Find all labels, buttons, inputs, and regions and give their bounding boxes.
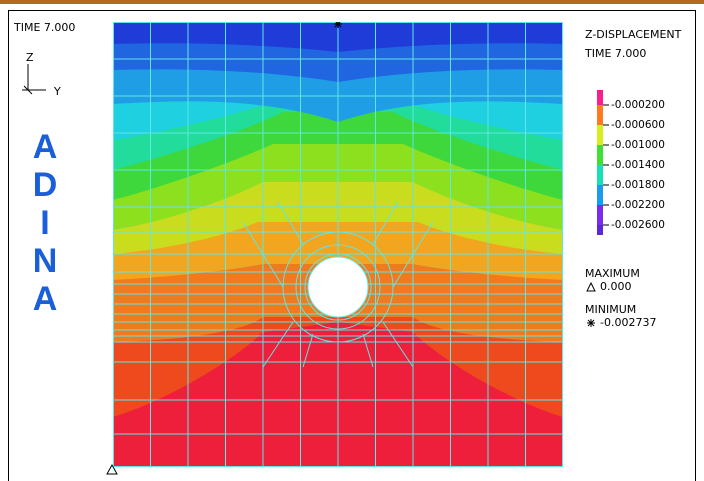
legend-label-6: -0.002200 (611, 199, 665, 211)
maximum-marker-icon (106, 464, 118, 475)
maximum-legend-icon (586, 282, 596, 292)
minimum-marker-icon (334, 22, 342, 28)
axis-y-label: Y (54, 85, 61, 98)
legend-label-4: -0.001400 (611, 159, 665, 171)
maximum-value: 0.000 (600, 280, 632, 293)
logo-letter-i: I (40, 204, 50, 242)
legend-time: TIME 7.000 (585, 47, 647, 60)
logo-letter-d: D (32, 166, 58, 204)
legend-title: Z-DISPLACEMENT (585, 28, 682, 41)
minimum-value: -0.002737 (600, 316, 657, 329)
legend-label-3: -0.001000 (611, 139, 665, 151)
legend-label-1: -0.000200 (611, 99, 665, 111)
minimum-label: MINIMUM (585, 303, 637, 316)
legend-label-7: -0.002600 (611, 219, 665, 231)
logo-letter-n: N (32, 242, 58, 280)
contour-plot (113, 22, 563, 467)
logo-letter-a2: A (32, 280, 58, 318)
frame-left-line (8, 10, 9, 481)
time-label: TIME 7.000 (14, 21, 76, 34)
frame-top-line (8, 10, 696, 11)
frame-right-line (695, 10, 696, 481)
tunnel-opening (307, 256, 369, 318)
logo-letter-a1: A (32, 128, 58, 166)
top-border (0, 0, 704, 4)
legend-label-2: -0.000600 (611, 119, 665, 131)
maximum-label: MAXIMUM (585, 267, 640, 280)
axis-z-label: Z (26, 51, 34, 64)
legend-colorbar (597, 90, 609, 235)
minimum-legend-icon (587, 319, 595, 327)
axis-triad-icon (22, 64, 46, 95)
legend-label-5: -0.001800 (611, 179, 665, 191)
